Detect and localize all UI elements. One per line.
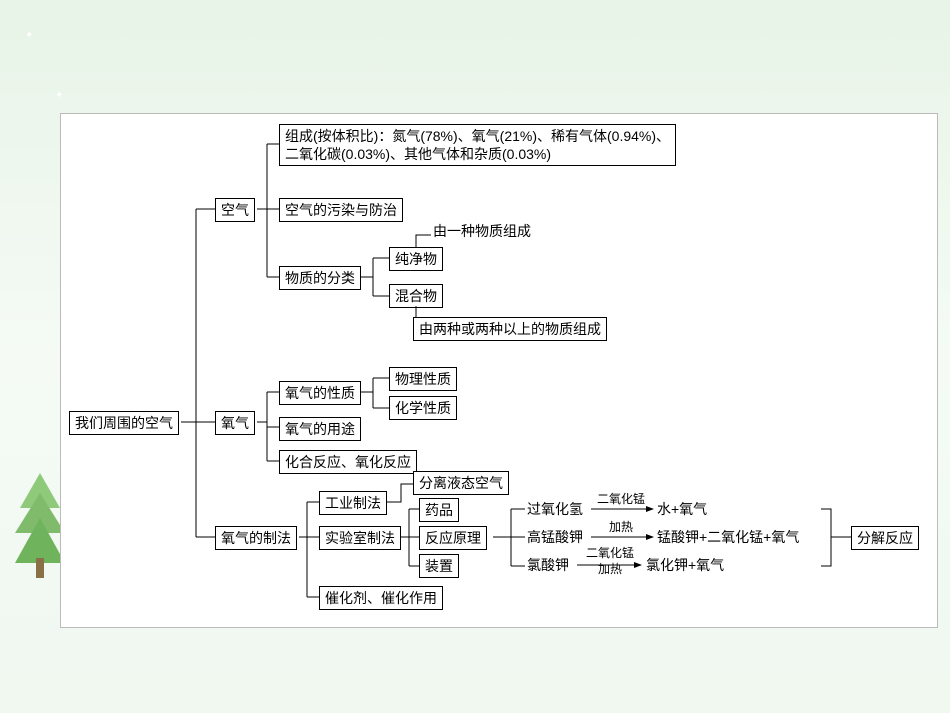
eq3-right: 氯化钾+氧气 [646,556,724,574]
node-lab: 实验室制法 [319,526,401,550]
node-classification: 物质的分类 [279,266,361,290]
node-industrial-note: 分离液态空气 [413,471,509,495]
node-chemicals: 药品 [419,498,459,522]
diagram-frame: 我们周围的空气 空气 氧气 氧气的制法 组成(按体积比)：氮气(78%)、氧气(… [60,113,938,628]
node-root: 我们周围的空气 [69,411,179,435]
eq1-right: 水+氧气 [657,500,707,518]
connector-lines [61,114,939,629]
node-oxygen: 氧气 [215,411,255,435]
eq1-left: 过氧化氢 [527,500,583,518]
eq1-cond: 二氧化锰 [597,492,645,508]
node-o2-uses: 氧气的用途 [279,417,361,441]
snow-dot: ✦ [55,90,63,101]
node-pure: 纯净物 [389,247,443,271]
snow-dot: ✦ [25,30,33,41]
node-o2-prep: 氧气的制法 [215,526,297,550]
bg-tree-left [15,473,65,583]
node-decomp: 分解反应 [851,526,919,550]
node-air: 空气 [215,198,255,222]
node-mixture: 混合物 [389,284,443,308]
eq3-left: 氯酸钾 [527,556,569,574]
eq3-cond-bot: 加热 [598,562,622,578]
node-air-pollution: 空气的污染与防治 [279,198,403,222]
node-apparatus: 装置 [419,554,459,578]
node-catalyst: 催化剂、催化作用 [319,586,443,610]
node-phys-prop: 物理性质 [389,367,457,391]
node-mixture-note: 由两种或两种以上的物质组成 [413,317,607,341]
node-principle: 反应原理 [419,526,487,550]
node-o2-properties: 氧气的性质 [279,381,361,405]
node-air-composition: 组成(按体积比)：氮气(78%)、氧气(21%)、稀有气体(0.94%)、 二氧… [279,124,676,166]
eq2-cond: 加热 [609,520,633,536]
eq3-cond-top: 二氧化锰 [586,546,634,562]
eq2-left: 高锰酸钾 [527,528,583,546]
label-pure-note: 由一种物质组成 [433,222,531,240]
node-reaction-types: 化合反应、氧化反应 [279,450,417,474]
node-industrial: 工业制法 [319,491,387,515]
eq2-right: 锰酸钾+二氧化锰+氧气 [657,528,799,546]
node-chem-prop: 化学性质 [389,396,457,420]
